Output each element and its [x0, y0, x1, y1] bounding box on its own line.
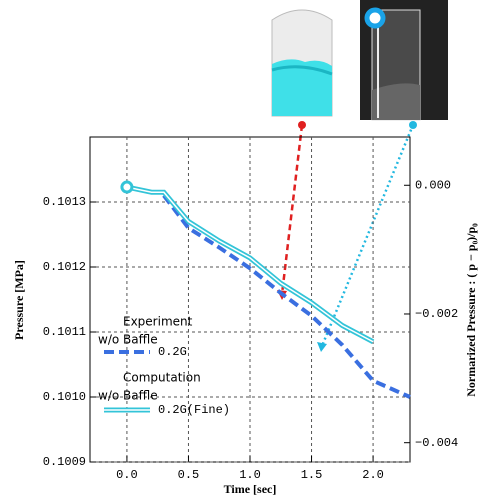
- line: [162, 194, 411, 399]
- red-arrow: [280, 124, 304, 295]
- x-tick-label: 2.0: [362, 468, 384, 482]
- legend-label: 0.2G: [158, 345, 187, 359]
- x-tick-label: 1.0: [239, 468, 261, 482]
- legend-condition: w/o Baffle: [98, 389, 158, 403]
- simulation-image: [262, 0, 342, 118]
- legend-condition: w/o Baffle: [98, 333, 158, 347]
- y-axis-label: Pressure [MPa]: [12, 260, 26, 340]
- line-inner: [126, 186, 374, 343]
- legend-label: 0.2G(Fine): [158, 403, 230, 417]
- y2-tick-label: 0.000: [415, 178, 451, 192]
- y-tick-label: 0.1011: [43, 325, 86, 339]
- x-axis-label: Time [sec]: [224, 482, 277, 496]
- y2-tick-label: −0.004: [415, 436, 458, 450]
- x-tick-label: 0.0: [116, 468, 138, 482]
- y2-axis-label: Normarized Pressure : ( p − p₀)/p₀: [464, 223, 478, 397]
- experiment-image: [360, 0, 448, 121]
- x-tick-label: 1.5: [301, 468, 323, 482]
- y2-tick-label: −0.002: [415, 307, 458, 321]
- legend-group: Computation: [123, 371, 201, 385]
- x-tick-label: 0.5: [178, 468, 200, 482]
- cyan-arrowhead: [317, 342, 327, 352]
- y-tick-label: 0.1009: [43, 455, 86, 469]
- legend-group: Experiment: [123, 315, 193, 329]
- start-marker: [120, 180, 134, 194]
- y-tick-label: 0.1013: [43, 195, 86, 209]
- y-tick-label: 0.1010: [43, 390, 86, 404]
- y-tick-label: 0.1012: [43, 260, 86, 274]
- cyan-arrow: [320, 124, 415, 347]
